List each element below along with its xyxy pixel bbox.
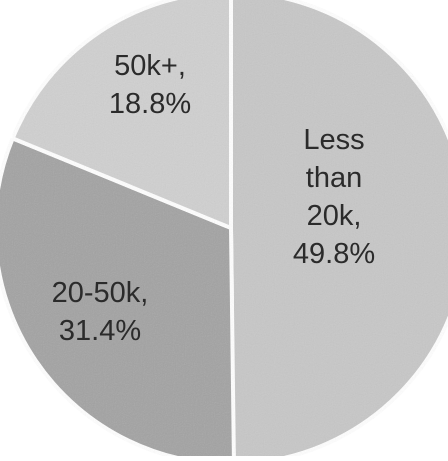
slice-label-50k: 50k+, 18.8% — [109, 50, 191, 120]
slice-label-line: 18.8% — [109, 88, 191, 120]
slice-label-line: 31.4% — [59, 315, 141, 347]
slice-label-line: Less — [303, 124, 364, 156]
pie-labels: Less than 20k, 49.8% 20-50k, 31.4% 50k+, 18.8% — [52, 50, 375, 347]
slice-label-20-50k: 20-50k, 31.4% — [52, 277, 149, 347]
pie-slice-less-than-20k — [229, 0, 448, 461]
slice-label-less-than-20k: Less than 20k, 49.8% — [293, 124, 375, 270]
slice-label-line: than — [306, 162, 362, 194]
slice-label-line: 20k, — [307, 200, 362, 232]
slice-label-line: 50k+, — [114, 50, 186, 82]
pie-slice-50k — [10, 0, 233, 230]
slice-label-line: 49.8% — [293, 238, 375, 270]
slice-label-line: 20-50k, — [52, 277, 149, 309]
